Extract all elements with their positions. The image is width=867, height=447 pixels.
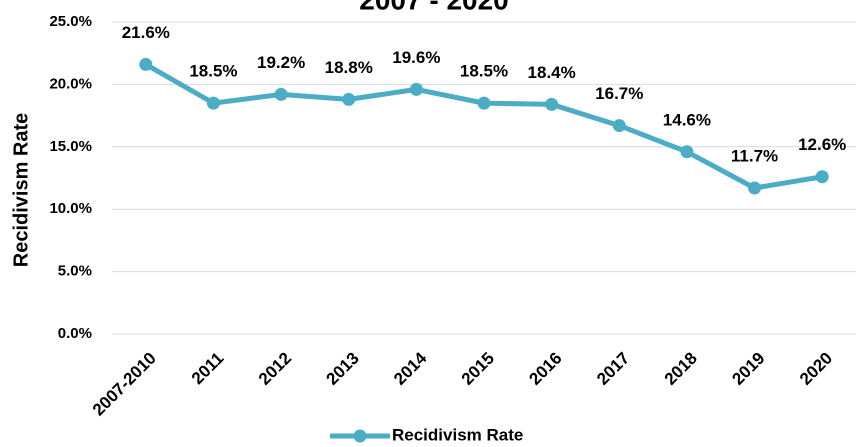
x-tick-label: 2020 bbox=[796, 349, 836, 389]
x-tick-label: 2013 bbox=[323, 349, 363, 389]
data-point bbox=[612, 119, 626, 133]
x-tick-label: 2017 bbox=[593, 349, 633, 389]
data-label: 18.8% bbox=[325, 58, 373, 77]
data-label: 14.6% bbox=[663, 110, 711, 129]
data-label: 18.5% bbox=[189, 62, 237, 81]
data-point bbox=[139, 57, 153, 71]
data-point bbox=[409, 82, 423, 96]
y-tick-label: 20.0% bbox=[49, 75, 92, 92]
data-label: 16.7% bbox=[595, 84, 643, 103]
data-point bbox=[748, 181, 762, 195]
x-tick-label: 2011 bbox=[188, 349, 228, 389]
x-tick-label: 2015 bbox=[458, 349, 498, 389]
y-tick-label: 10.0% bbox=[49, 200, 92, 217]
data-point bbox=[274, 87, 288, 101]
data-point bbox=[815, 170, 829, 184]
legend-label: Recidivism Rate bbox=[392, 425, 523, 444]
x-tick-label: 2014 bbox=[390, 348, 431, 389]
data-label: 11.7% bbox=[731, 146, 778, 165]
data-label: 18.5% bbox=[460, 62, 508, 81]
y-tick-label: 5.0% bbox=[58, 263, 92, 280]
x-tick-label: 2016 bbox=[525, 349, 565, 389]
data-point bbox=[477, 96, 491, 110]
data-point bbox=[342, 92, 356, 106]
x-tick-label: 2019 bbox=[728, 349, 768, 389]
x-tick-label: 2007-2010 bbox=[89, 349, 160, 420]
y-axis-label: Recidivism Rate bbox=[10, 113, 32, 268]
y-tick-label: 25.0% bbox=[49, 13, 92, 30]
data-label: 18.4% bbox=[528, 63, 576, 82]
data-point bbox=[680, 145, 694, 159]
data-point bbox=[545, 97, 559, 111]
data-label: 12.6% bbox=[798, 135, 846, 154]
data-label: 19.6% bbox=[392, 48, 440, 67]
y-tick-label: 15.0% bbox=[49, 138, 92, 155]
y-tick-label: 0.0% bbox=[58, 325, 92, 342]
legend-marker bbox=[353, 429, 367, 443]
series-line bbox=[144, 62, 823, 191]
chart-title: 2007 - 2020 bbox=[359, 0, 508, 15]
x-tick-label: 2012 bbox=[255, 349, 295, 389]
data-label: 21.6% bbox=[122, 23, 170, 42]
data-point bbox=[206, 96, 220, 110]
data-label: 19.2% bbox=[257, 53, 305, 72]
x-tick-label: 2018 bbox=[661, 349, 701, 389]
